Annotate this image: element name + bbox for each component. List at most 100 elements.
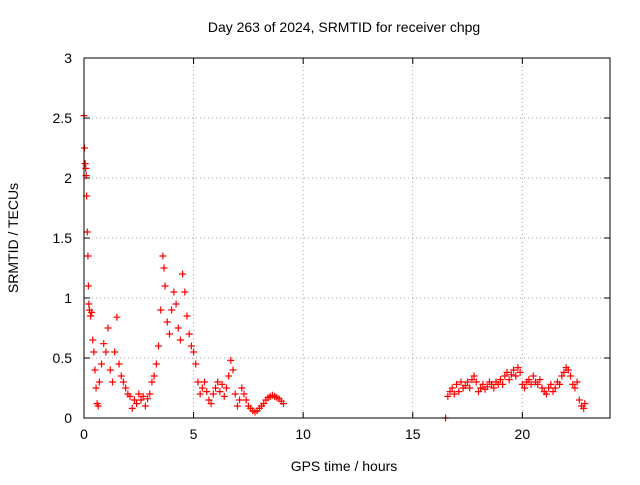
data-point: [518, 380, 526, 388]
data-point: [126, 392, 134, 400]
data-point: [560, 368, 568, 376]
data-point: [212, 384, 219, 392]
data-point: [240, 390, 248, 398]
data-point: [455, 388, 463, 396]
data-point: [470, 372, 478, 380]
data-point: [236, 396, 244, 404]
data-point: [516, 368, 524, 376]
data-point: [119, 378, 127, 386]
data-point: [115, 360, 123, 368]
chart-title: Day 263 of 2024, SRMTID for receiver chp…: [208, 19, 480, 35]
data-point: [448, 384, 456, 392]
data-point: [475, 388, 482, 396]
data-point: [218, 380, 226, 388]
x-tick-label: 15: [405, 426, 421, 442]
data-point: [172, 300, 180, 308]
data-point: [453, 380, 461, 388]
plot-frame: [83, 57, 611, 419]
data-point: [89, 336, 97, 344]
data-point: [534, 380, 542, 388]
data-point: [137, 396, 145, 404]
data-point: [514, 364, 522, 372]
data-point: [575, 396, 583, 404]
data-point: [229, 366, 237, 374]
y-tick-label: 2: [64, 170, 72, 186]
data-point: [161, 282, 169, 290]
data-point: [549, 388, 557, 396]
data-point: [113, 313, 121, 321]
data-point: [165, 330, 173, 338]
y-tick-label: 0: [64, 410, 72, 426]
data-point: [185, 330, 193, 338]
data-point: [496, 376, 504, 384]
data-point: [464, 378, 472, 386]
data-point: [260, 400, 268, 408]
data-point: [279, 400, 287, 408]
data-point: [468, 376, 476, 384]
x-tick-label: 0: [80, 426, 88, 442]
x-tick-label: 10: [295, 426, 311, 442]
data-point: [444, 392, 452, 400]
data-point: [152, 360, 160, 368]
data-point: [141, 402, 149, 410]
data-point: [94, 402, 102, 410]
data-point: [92, 384, 100, 392]
data-point: [111, 348, 119, 356]
data-point: [512, 372, 520, 380]
data-point: [551, 384, 559, 392]
data-point: [155, 342, 163, 350]
y-tick-label: 3: [64, 50, 72, 66]
data-point: [222, 384, 230, 392]
data-point: [233, 402, 241, 410]
data-point: [499, 380, 507, 388]
data-point: [128, 404, 136, 412]
data-point: [170, 288, 178, 296]
data-point: [194, 378, 202, 386]
x-tick-label: 5: [190, 426, 198, 442]
data-point: [102, 348, 110, 356]
data-point: [203, 388, 211, 396]
data-point: [505, 376, 513, 384]
data-point: [108, 378, 116, 386]
data-point: [461, 382, 469, 390]
data-point: [159, 252, 167, 260]
data-point: [483, 383, 491, 391]
data-point: [581, 400, 589, 408]
data-point: [87, 312, 95, 320]
data-point: [95, 378, 103, 386]
y-axis-title: SRMTID / TECUs: [5, 183, 21, 293]
data-point: [529, 372, 537, 380]
data-point: [238, 384, 246, 392]
data-point: [542, 390, 550, 398]
data-point: [84, 252, 92, 260]
data-point: [144, 395, 152, 403]
data-point: [525, 376, 533, 384]
data-point: [571, 384, 579, 392]
data-point: [117, 372, 125, 380]
data-point: [231, 390, 239, 398]
data-point: [521, 384, 529, 392]
data-point: [150, 372, 158, 380]
data-point: [527, 380, 535, 388]
data-point: [220, 392, 228, 400]
y-tick-label: 0.5: [53, 350, 73, 366]
data-point: [207, 400, 215, 408]
data-point: [133, 400, 141, 408]
data-point: [81, 160, 89, 168]
data-point: [446, 388, 454, 396]
data-point: [104, 324, 112, 332]
data-point: [88, 308, 96, 316]
x-tick-label: 20: [515, 426, 531, 442]
data-point: [547, 380, 555, 388]
data-point: [573, 378, 581, 386]
data-point: [100, 340, 108, 348]
data-point: [183, 312, 191, 320]
data-point: [168, 306, 176, 314]
data-point: [472, 378, 480, 386]
data-point: [510, 366, 518, 374]
y-tick-label: 2.5: [53, 110, 73, 126]
data-point: [503, 368, 511, 376]
data-point: [135, 390, 143, 398]
data-point: [479, 380, 487, 388]
